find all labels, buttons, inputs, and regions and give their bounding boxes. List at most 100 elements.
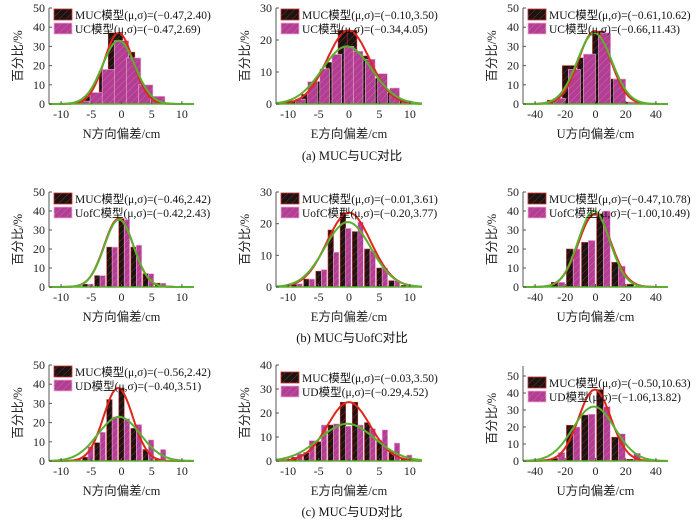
x-tick-label: -5 [314, 290, 324, 304]
legend-label-a: MUC模型(μ,σ)=(−0.46,2.42) [75, 192, 211, 206]
fit-curve-b [523, 209, 668, 288]
bar-series-b [568, 69, 581, 105]
y-tick-label: 20 [260, 217, 272, 231]
y-tick-label: 30 [260, 382, 272, 396]
fit-curve-b [275, 422, 423, 462]
bar-series-a [106, 246, 113, 288]
legend-swatch-a [53, 192, 73, 205]
x-tick-label: -10 [280, 290, 296, 304]
legend-swatch-a [53, 8, 73, 21]
legend-swatch-b [527, 22, 547, 35]
legend-swatch-a [527, 376, 547, 389]
y-tick-label: 0 [39, 280, 45, 294]
y-axis-label: 百分比/% [238, 387, 252, 438]
legend-swatch-a [527, 8, 547, 21]
x-tick-label: 0 [593, 290, 599, 304]
legend-swatch-a [53, 365, 73, 378]
bar-series-a [388, 280, 395, 288]
x-tick-label: 5 [149, 464, 155, 478]
y-tick-label: 30 [33, 223, 45, 237]
bar-series-b [345, 425, 352, 462]
y-tick-label: 40 [507, 20, 519, 34]
x-tick-label: -40 [527, 290, 543, 304]
y-tick-label: 10 [33, 435, 45, 449]
legend-swatch-b [53, 206, 73, 219]
x-tick-label: 40 [650, 464, 662, 478]
y-tick-label: 30 [507, 403, 519, 417]
y-axis-label: 百分比/% [485, 30, 499, 81]
x-tick-label: 10 [176, 107, 188, 121]
chart-panel: 0 10 20 30 40 50 -10 -5 0 5 10 N方向偏差/cm 百分比/% MUC模型(μ… [11, 185, 211, 324]
y-axis-label: 百分比/% [238, 214, 252, 265]
legend-swatch-b [527, 206, 547, 219]
x-tick-label: 20 [620, 290, 632, 304]
bar-series-a [352, 401, 359, 462]
bar-series-a [303, 278, 310, 288]
bar-series-b [333, 251, 340, 288]
x-tick-label: -5 [86, 290, 96, 304]
x-tick-label: 20 [620, 464, 632, 478]
bar-series-b [583, 53, 596, 105]
chart-panel: 0 10 20 30 40 50 -40 -20 0 20 40 U方向偏差/cm 百分比/% MUC模型… [485, 185, 691, 324]
x-tick-label: 0 [119, 290, 125, 304]
chart-panel: 0 10 20 30 40 50 -40 -20 0 20 40 U方向偏差/cm 百分比/% MUC模型… [485, 366, 691, 498]
x-tick-label: -10 [53, 107, 69, 121]
caption-b: (b) MUC与UofC对比 [296, 331, 407, 345]
x-tick-label: -10 [53, 464, 69, 478]
y-tick-label: 0 [513, 280, 519, 294]
x-tick-label: -20 [557, 464, 573, 478]
x-tick-label: 40 [650, 107, 662, 121]
legend-label-b: UC模型(μ,σ)=(−0.34,4.05) [302, 22, 428, 36]
y-tick-label: 20 [260, 33, 272, 47]
bar-series-a [130, 428, 137, 462]
legend-swatch-b [53, 22, 73, 35]
legend-label-a: MUC模型(μ,σ)=(−0.10,3.50) [302, 8, 438, 22]
x-tick-label: 10 [404, 464, 416, 478]
legend-swatch-b [527, 390, 547, 403]
x-tick-label: -20 [557, 290, 573, 304]
legend-label-a: MUC模型(μ,σ)=(−0.50,10.63) [549, 376, 691, 390]
bar-series-a [364, 422, 371, 462]
y-tick-label: 30 [33, 396, 45, 410]
legend-label-b: UofC模型(μ,σ)=(−0.42,2.43) [75, 206, 210, 220]
fit-curve-a [523, 212, 668, 288]
y-tick-label: 40 [260, 358, 272, 372]
x-tick-label: -10 [280, 464, 296, 478]
bar-series-b [343, 46, 355, 105]
y-tick-label: 0 [39, 454, 45, 468]
legend-label-b: UD模型(μ,σ)=(−0.40,3.51) [75, 379, 201, 393]
y-tick-label: 20 [33, 59, 45, 73]
bar-series-b [111, 246, 118, 288]
legend-swatch-a [280, 371, 300, 384]
legend-label-b: UD模型(μ,σ)=(−0.29,4.52) [302, 385, 428, 399]
x-tick-label: -40 [527, 107, 543, 121]
fit-curve-b [523, 31, 668, 105]
bar-series-b [352, 50, 364, 105]
y-tick-label: 30 [260, 185, 272, 199]
y-axis-label: 百分比/% [485, 393, 499, 444]
chart-panel: 0 10 20 30 40 50 -40 -20 0 20 40 U方向偏差/cm 百分比/% MUC模型… [485, 1, 691, 141]
y-tick-label: 0 [513, 454, 519, 468]
bar-series-a [118, 218, 125, 288]
legend-swatch-b [280, 22, 300, 35]
bar-series-a [339, 401, 346, 462]
bar-series-a [596, 213, 604, 288]
legend-label-b: UofC模型(μ,σ)=(−0.20,3.77) [302, 206, 437, 220]
y-tick-label: 50 [33, 185, 45, 199]
y-tick-label: 20 [260, 406, 272, 420]
x-tick-label: -5 [86, 464, 96, 478]
y-tick-label: 30 [33, 39, 45, 53]
y-tick-label: 40 [33, 377, 45, 391]
chart-panel: 0 10 20 30 40 50 -10 -5 0 5 10 N方向偏差/cm 百分比/% MUC模型(μ… [11, 358, 211, 498]
bar-series-b [99, 431, 106, 462]
y-tick-label: 10 [507, 437, 519, 451]
legend-swatch-b [280, 206, 300, 219]
x-tick-label: 0 [346, 290, 352, 304]
y-axis-label: 百分比/% [485, 214, 499, 265]
y-tick-label: 30 [260, 1, 272, 15]
x-tick-label: -10 [280, 107, 296, 121]
y-tick-label: 50 [507, 1, 519, 15]
x-tick-label: -20 [557, 107, 573, 121]
bar-series-b [603, 210, 611, 288]
